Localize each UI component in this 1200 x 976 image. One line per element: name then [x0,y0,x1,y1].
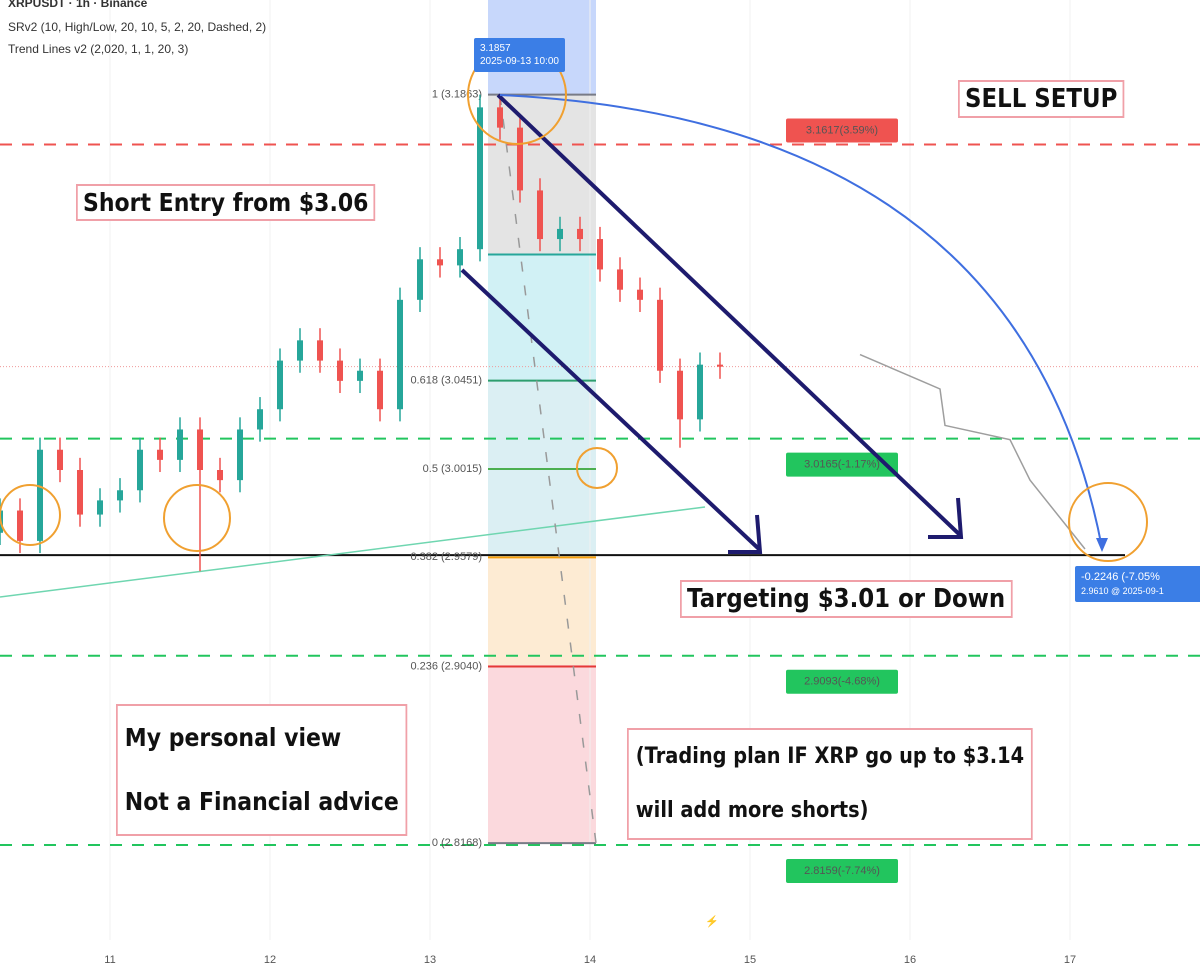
candle-body [677,370,683,420]
logo-icon: ⚡ [705,915,719,928]
fib-label: 1 (3.1863) [432,89,482,101]
candle-body [557,228,563,240]
arrow-head [728,514,763,554]
candle-body [117,490,123,501]
arrow [496,93,962,537]
candle-body [217,470,223,481]
circle [1068,482,1148,562]
candle-body [157,449,163,460]
arrow-head [928,497,964,539]
candle-body [277,360,283,410]
candle-body [537,190,543,240]
annotation: My personal view Not a Financial advice [116,704,408,836]
x-tick-label: 13 [424,954,436,966]
candle-body [37,449,43,541]
level-label: 3.0165(-1.17%) [804,459,880,471]
candle-body [197,429,203,470]
candle-body [257,409,263,430]
candle-body [377,370,383,410]
zone [488,665,596,843]
candle-body [237,429,243,481]
fib-label: 0.382 (2.9579) [410,551,482,563]
candle-body [697,364,703,420]
level-tag [786,858,898,883]
candle-body [657,299,663,371]
candle-body [617,269,623,290]
annotation: Targeting $3.01 or Down [680,580,1013,618]
projection-dash [499,94,597,844]
candle-body [357,370,363,381]
candle-body [497,107,503,128]
annotation-line: Not a Financial advice [124,787,399,816]
annotation-line: (Trading plan IF XRP go up to $3.14 [635,744,1025,769]
arrow-head [1096,538,1108,552]
level-tag [786,118,898,143]
candle-body [17,510,23,541]
x-tick-label: 16 [904,954,916,966]
x-tick-label: 14 [584,954,596,966]
x-tick-label: 11 [104,954,115,966]
candle-body [577,228,583,240]
candle-body [417,259,423,300]
level-label: 3.1617(3.59%) [806,124,878,136]
x-tick-label: 17 [1064,954,1076,966]
candle-body [517,127,523,191]
circle [0,484,61,546]
trend-line [0,506,706,598]
candle-body [57,449,63,470]
annotation: SELL SETUP [958,80,1125,118]
projection-line [859,353,1086,550]
annotation-line: will add more shorts) [635,798,869,823]
x-axis: 11 12 13 14 15 16 17 [104,954,1076,966]
candle-body [457,249,463,266]
price-marker: 3.1857 2025-09-13 10:00 [474,38,565,72]
candle-body [717,364,723,367]
x-tick-label: 12 [264,954,276,966]
candle-body [437,259,443,266]
zone [488,557,596,665]
candle-body [337,360,343,381]
level-tag [786,452,898,477]
curved-arrow [499,94,1103,549]
circle [576,447,618,489]
level-label: 2.8159(-7.74%) [804,865,880,877]
candle-body [97,500,103,515]
level-tag [786,669,898,694]
measure-change: -0.2246 (-7.05% [1081,571,1160,583]
fib-label: 0.5 (3.0015) [423,463,482,475]
candle-body [317,340,323,361]
candle-body [597,239,603,270]
zone [488,255,596,380]
candle-body [637,289,643,300]
symbol: XRPUSDT · 1h · Binance [8,0,148,10]
fib-label: 0.618 (3.0451) [410,375,482,387]
annotation-line: My personal view [124,723,342,752]
fib-label: 0.236 (2.9040) [410,660,482,672]
candle-body [477,107,483,250]
candle-body [77,470,83,515]
arrows [460,93,964,554]
arrow [460,268,762,552]
fib-label: 0 (2.8168) [432,837,482,849]
annotation: Short Entry from $3.06 [76,184,376,221]
measure: -0.2246 (-7.05% 2.9610 @ 2025-09-1 [1075,566,1200,602]
indicator: Trend Lines v2 (2,020, 1, 1, 20, 3) [8,42,189,56]
level-label: 2.9093(-4.68%) [804,676,880,688]
candles [0,94,1086,572]
marker-price: 3.1857 [480,43,511,54]
circle [163,484,231,552]
annotation: (Trading plan IF XRP go up to $3.14 will … [627,728,1033,840]
candle-body [137,449,143,491]
candle-body [177,429,183,460]
measure-detail: 2.9610 @ 2025-09-1 [1081,586,1164,596]
indicator: SRv2 (10, High/Low, 20, 10, 5, 2, 20, Da… [8,20,267,34]
x-tick-label: 15 [744,954,756,966]
fib-zones [488,0,596,843]
candle-body [297,340,303,361]
candle-body [397,299,403,410]
marker-time: 2025-09-13 10:00 [480,56,559,67]
